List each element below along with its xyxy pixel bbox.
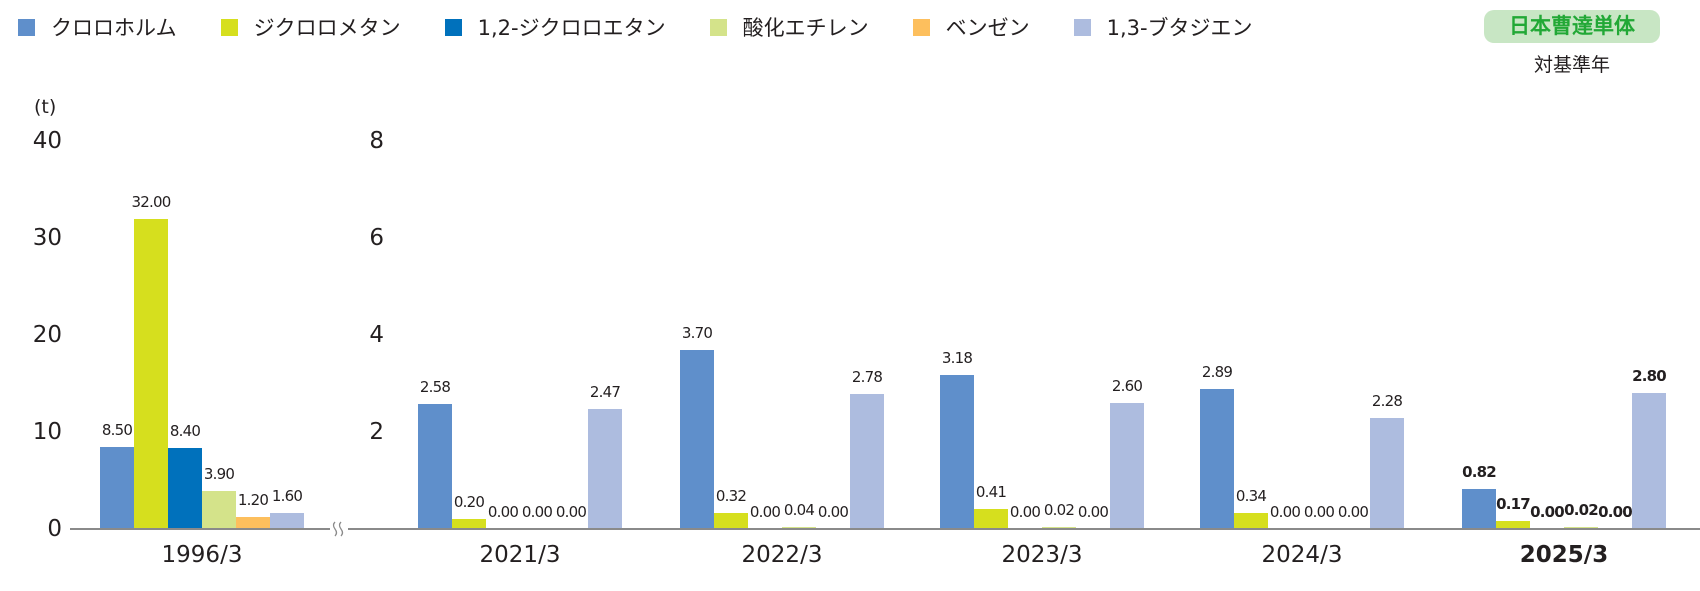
legend-swatch-icon [444,18,462,36]
legend-label: ジクロロメタン [253,16,401,40]
legend-label: 1,2-ジクロロエタン [477,16,666,40]
x-axis-label: 2025/3 [1519,542,1609,568]
bar-value-label: 0.00 [1530,503,1565,521]
bar-value-label: 3.90 [203,465,235,484]
legend-item: ジクロロメタン [220,12,401,42]
bar-value-label: 0.20 [453,493,485,512]
legend-swatch-icon [18,18,35,36]
left-tick-40: 40 [32,128,62,154]
bar-value-label: 0.04 [783,501,815,519]
right-tick-4: 4 [369,322,384,348]
bar [588,409,622,529]
x-axis-label: 1996/3 [161,542,243,568]
bar [100,446,134,529]
bar-value-label: 0.00 [1009,503,1041,521]
bar-value-label: 1.60 [271,487,303,506]
bar-value-label: 0.00 [1337,503,1369,521]
bar [452,519,486,529]
bar-value-label: 0.32 [715,487,747,506]
left-tick-10: 10 [32,419,62,445]
legend-item: クロロホルム [18,12,177,42]
bar [1370,418,1404,529]
bar-value-label: 0.00 [1598,503,1633,521]
axis-break-icon [330,518,348,540]
bar-value-label: 32.00 [131,192,172,211]
bar-value-label: 8.40 [169,421,201,440]
bar-value-label: 1.20 [237,491,269,510]
bar-value-label: 8.50 [101,420,133,439]
bar-value-label: 3.70 [681,323,713,342]
badge-sublabel: 対基準年 [1533,54,1610,76]
bar-value-label: 0.00 [487,503,519,521]
left-tick-20: 20 [32,322,62,348]
bar [1632,393,1666,529]
bar-value-label: 2.60 [1111,376,1143,395]
bar-value-label: 0.00 [521,503,553,521]
bar [850,394,884,529]
bar [1234,512,1268,529]
bar [974,509,1008,529]
bar-value-label: 3.18 [941,348,973,367]
bar [1200,388,1234,529]
bar [1110,402,1144,529]
bar-value-label: 0.00 [1269,503,1301,521]
legend-label: クロロホルム [51,16,177,40]
chart-legend: クロロホルム ジクロロメタン 1,2-ジクロロエタン 酸化エチレン ベンゼン 1,3-ブタ… [18,10,1297,44]
legend-label: 1,3-ブタジエン [1106,16,1253,40]
right-tick-6: 6 [369,225,384,251]
bar [940,374,974,529]
right-tick-2: 2 [369,419,384,445]
bar-value-label: 0.34 [1235,486,1267,505]
bar-value-label: 2.78 [851,368,883,387]
legend-item: ベンゼン [912,12,1030,42]
bar-value-label: 0.00 [1077,503,1109,521]
x-axis-line [70,528,1700,530]
legend-swatch-icon [220,18,238,36]
x-axis-label: 2023/3 [1001,542,1083,568]
x-axis-label: 2021/3 [479,542,561,568]
legend-swatch-icon [709,18,727,36]
bar-value-label: 0.02 [1564,501,1599,519]
right-tick-8: 8 [369,128,384,154]
x-axis-label: 2022/3 [741,542,823,568]
x-axis-label: 2024/3 [1261,542,1343,568]
legend-item: 1,3-ブタジエン [1073,12,1253,42]
legend-swatch-icon [912,18,930,36]
bar-value-label: 2.89 [1201,362,1233,381]
y-axis-unit: (t) [34,96,57,118]
bar-value-label: 2.28 [1371,392,1403,411]
bar [270,513,304,529]
bar-value-label: 0.00 [1303,503,1335,521]
company-badge: 日本曹達単体 [1484,10,1660,43]
bar [202,491,236,529]
bar [680,349,714,529]
bar [134,218,168,529]
bar [236,517,270,529]
legend-label: ベンゼン [945,16,1030,40]
bar [168,447,202,529]
legend-item: 酸化エチレン [709,12,869,42]
bar-value-label: 0.17 [1496,494,1531,513]
bar-value-label: 0.41 [975,483,1007,502]
bar-value-label: 2.58 [419,377,451,396]
bar-value-label: 0.00 [749,503,781,521]
bar-value-label: 0.00 [817,503,849,521]
legend-label: 酸化エチレン [742,16,869,40]
bar [1462,489,1496,529]
bar-value-label: 2.80 [1632,367,1667,386]
left-tick-30: 30 [32,225,62,251]
bar [1496,520,1530,529]
bar-value-label: 0.02 [1043,501,1075,519]
bar [714,513,748,529]
bar-value-label: 2.47 [589,383,621,402]
legend-item: 1,2-ジクロロエタン [444,12,666,42]
bar-value-label: 0.00 [555,503,587,521]
legend-swatch-icon [1073,18,1091,36]
left-tick-0: 0 [47,516,62,542]
bar-value-label: 0.82 [1462,463,1497,482]
bar [418,403,452,529]
